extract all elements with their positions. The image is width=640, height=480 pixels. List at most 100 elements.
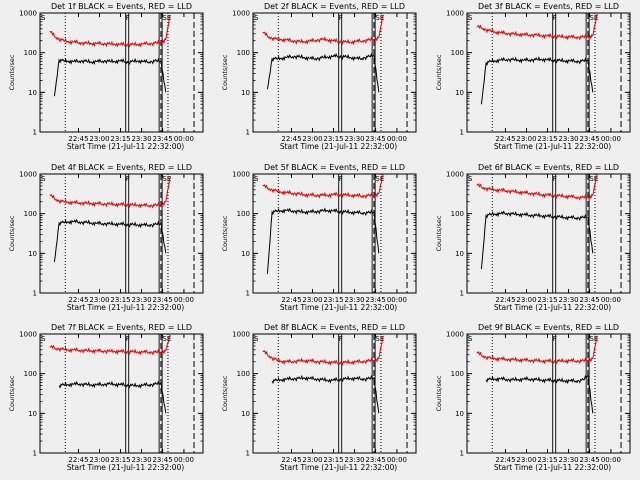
plot-frame xyxy=(466,173,631,294)
x-tick-label: 23:15 xyxy=(537,135,557,143)
flag-label: F xyxy=(339,14,343,22)
lld-series-line xyxy=(476,335,598,365)
y-tick-label: 100 xyxy=(451,370,464,378)
x-tick-label: 23:30 xyxy=(344,456,364,464)
lld-series-line xyxy=(476,13,598,41)
x-tick-label: 00:00 xyxy=(387,456,407,464)
panel-title: Det 4f BLACK = Events, RED = LLD xyxy=(51,163,192,172)
flag-label: F xyxy=(553,175,557,183)
y-tick-label: 100 xyxy=(451,210,464,218)
y-tick-label: 1000 xyxy=(232,171,250,179)
x-axis-label: Start Time (21-Jul-11 22:32:00) xyxy=(280,463,397,472)
x-tick-label: 00:00 xyxy=(601,456,621,464)
panel-title: Det 9f BLACK = Events, RED = LLD xyxy=(478,323,619,332)
y-axis-label: Counts/sec xyxy=(8,375,16,411)
x-tick-label: 22:45 xyxy=(495,456,515,464)
flag-label: S xyxy=(41,335,46,343)
x-tick-label: 00:00 xyxy=(387,296,407,304)
x-tick-label: 23:00 xyxy=(89,296,109,304)
y-tick-label: 100 xyxy=(451,49,464,57)
x-tick-label: 23:45 xyxy=(579,135,599,143)
y-axis-label: Counts/sec xyxy=(435,215,443,251)
plot-frame xyxy=(252,12,417,133)
y-tick-label: 10 xyxy=(455,89,464,97)
lld-series-line xyxy=(49,14,171,48)
detector-panel-9: Det 9f BLACK = Events, RED = LLD 1 10 100 10… xyxy=(435,323,631,472)
y-tick-label: 1 xyxy=(246,290,250,298)
x-axis-label: Start Time (21-Jul-11 22:32:00) xyxy=(280,303,397,312)
y-tick-label: 1 xyxy=(33,450,37,458)
y-tick-label: 100 xyxy=(237,210,250,218)
lld-series-line xyxy=(262,173,384,200)
events-series-line xyxy=(266,207,380,275)
detector-panel-5: Det 5f BLACK = Events, RED = LLD 1 10 100 10… xyxy=(221,163,417,312)
lld-series-line xyxy=(49,334,171,356)
lld-series-line xyxy=(262,335,384,366)
x-tick-label: 23:15 xyxy=(323,456,343,464)
y-axis-label: Counts/sec xyxy=(221,54,229,90)
y-tick-label: 1000 xyxy=(232,331,250,339)
x-tick-label: 23:15 xyxy=(537,456,557,464)
events-series-line xyxy=(58,380,167,414)
flag-label: F xyxy=(553,335,557,343)
detector-panel-1: Det 1f BLACK = Events, RED = LLD 1 10 100 10… xyxy=(8,2,204,151)
flag-label: SE xyxy=(375,335,384,343)
x-axis-label: Start Time (21-Jul-11 22:32:00) xyxy=(67,463,184,472)
x-tick-label: 00:00 xyxy=(601,135,621,143)
detector-panel-6: Det 6f BLACK = Events, RED = LLD 1 10 100 10… xyxy=(435,163,631,312)
x-tick-label: 23:45 xyxy=(365,135,385,143)
x-tick-label: 23:30 xyxy=(131,296,151,304)
x-tick-label: 23:45 xyxy=(579,296,599,304)
x-tick-label: 22:45 xyxy=(68,135,88,143)
events-series-line xyxy=(480,56,594,105)
x-tick-label: 23:30 xyxy=(131,456,151,464)
y-tick-label: 100 xyxy=(24,49,37,57)
x-tick-label: 23:00 xyxy=(302,135,322,143)
flag-label: SE xyxy=(589,175,598,183)
y-tick-label: 10 xyxy=(28,410,37,418)
x-axis-label: Start Time (21-Jul-11 22:32:00) xyxy=(67,142,184,151)
x-tick-label: 23:15 xyxy=(323,296,343,304)
y-axis-label: Counts/sec xyxy=(8,54,16,90)
panel-title: Det 3f BLACK = Events, RED = LLD xyxy=(478,2,619,11)
x-tick-label: 22:45 xyxy=(68,296,88,304)
x-tick-label: 00:00 xyxy=(601,296,621,304)
x-axis-label: Start Time (21-Jul-11 22:32:00) xyxy=(494,142,611,151)
y-tick-label: 100 xyxy=(24,210,37,218)
x-tick-label: 23:00 xyxy=(89,456,109,464)
plot-frame xyxy=(39,12,204,133)
events-series-line xyxy=(53,218,167,263)
x-tick-label: 23:00 xyxy=(302,456,322,464)
flag-label: F xyxy=(339,335,343,343)
plot-frame xyxy=(252,333,417,454)
x-tick-label: 22:45 xyxy=(68,456,88,464)
y-tick-label: 10 xyxy=(241,410,250,418)
flag-label: S xyxy=(41,175,46,183)
y-tick-label: 1 xyxy=(460,129,464,137)
x-tick-label: 23:30 xyxy=(344,135,364,143)
x-axis-label: Start Time (21-Jul-11 22:32:00) xyxy=(494,303,611,312)
x-tick-label: 23:00 xyxy=(516,456,536,464)
flag-label: F xyxy=(126,175,130,183)
x-tick-label: 23:00 xyxy=(516,135,536,143)
x-tick-label: 22:45 xyxy=(281,456,301,464)
x-tick-label: 00:00 xyxy=(174,135,194,143)
x-axis-label: Start Time (21-Jul-11 22:32:00) xyxy=(67,303,184,312)
x-tick-label: 23:15 xyxy=(110,296,130,304)
y-tick-label: 10 xyxy=(455,250,464,258)
x-tick-label: 23:45 xyxy=(365,456,385,464)
plot-frame xyxy=(252,173,417,294)
y-axis-label: Counts/sec xyxy=(435,375,443,411)
y-tick-label: 10 xyxy=(455,410,464,418)
events-series-line xyxy=(271,374,380,414)
events-series-line xyxy=(53,57,167,97)
plot-frame xyxy=(39,173,204,294)
y-axis-label: Counts/sec xyxy=(221,215,229,251)
y-tick-label: 1000 xyxy=(19,171,37,179)
x-tick-label: 23:45 xyxy=(152,456,172,464)
flag-label: SE xyxy=(162,175,171,183)
x-tick-label: 23:30 xyxy=(131,135,151,143)
y-tick-label: 1000 xyxy=(446,171,464,179)
y-tick-label: 1 xyxy=(33,290,37,298)
